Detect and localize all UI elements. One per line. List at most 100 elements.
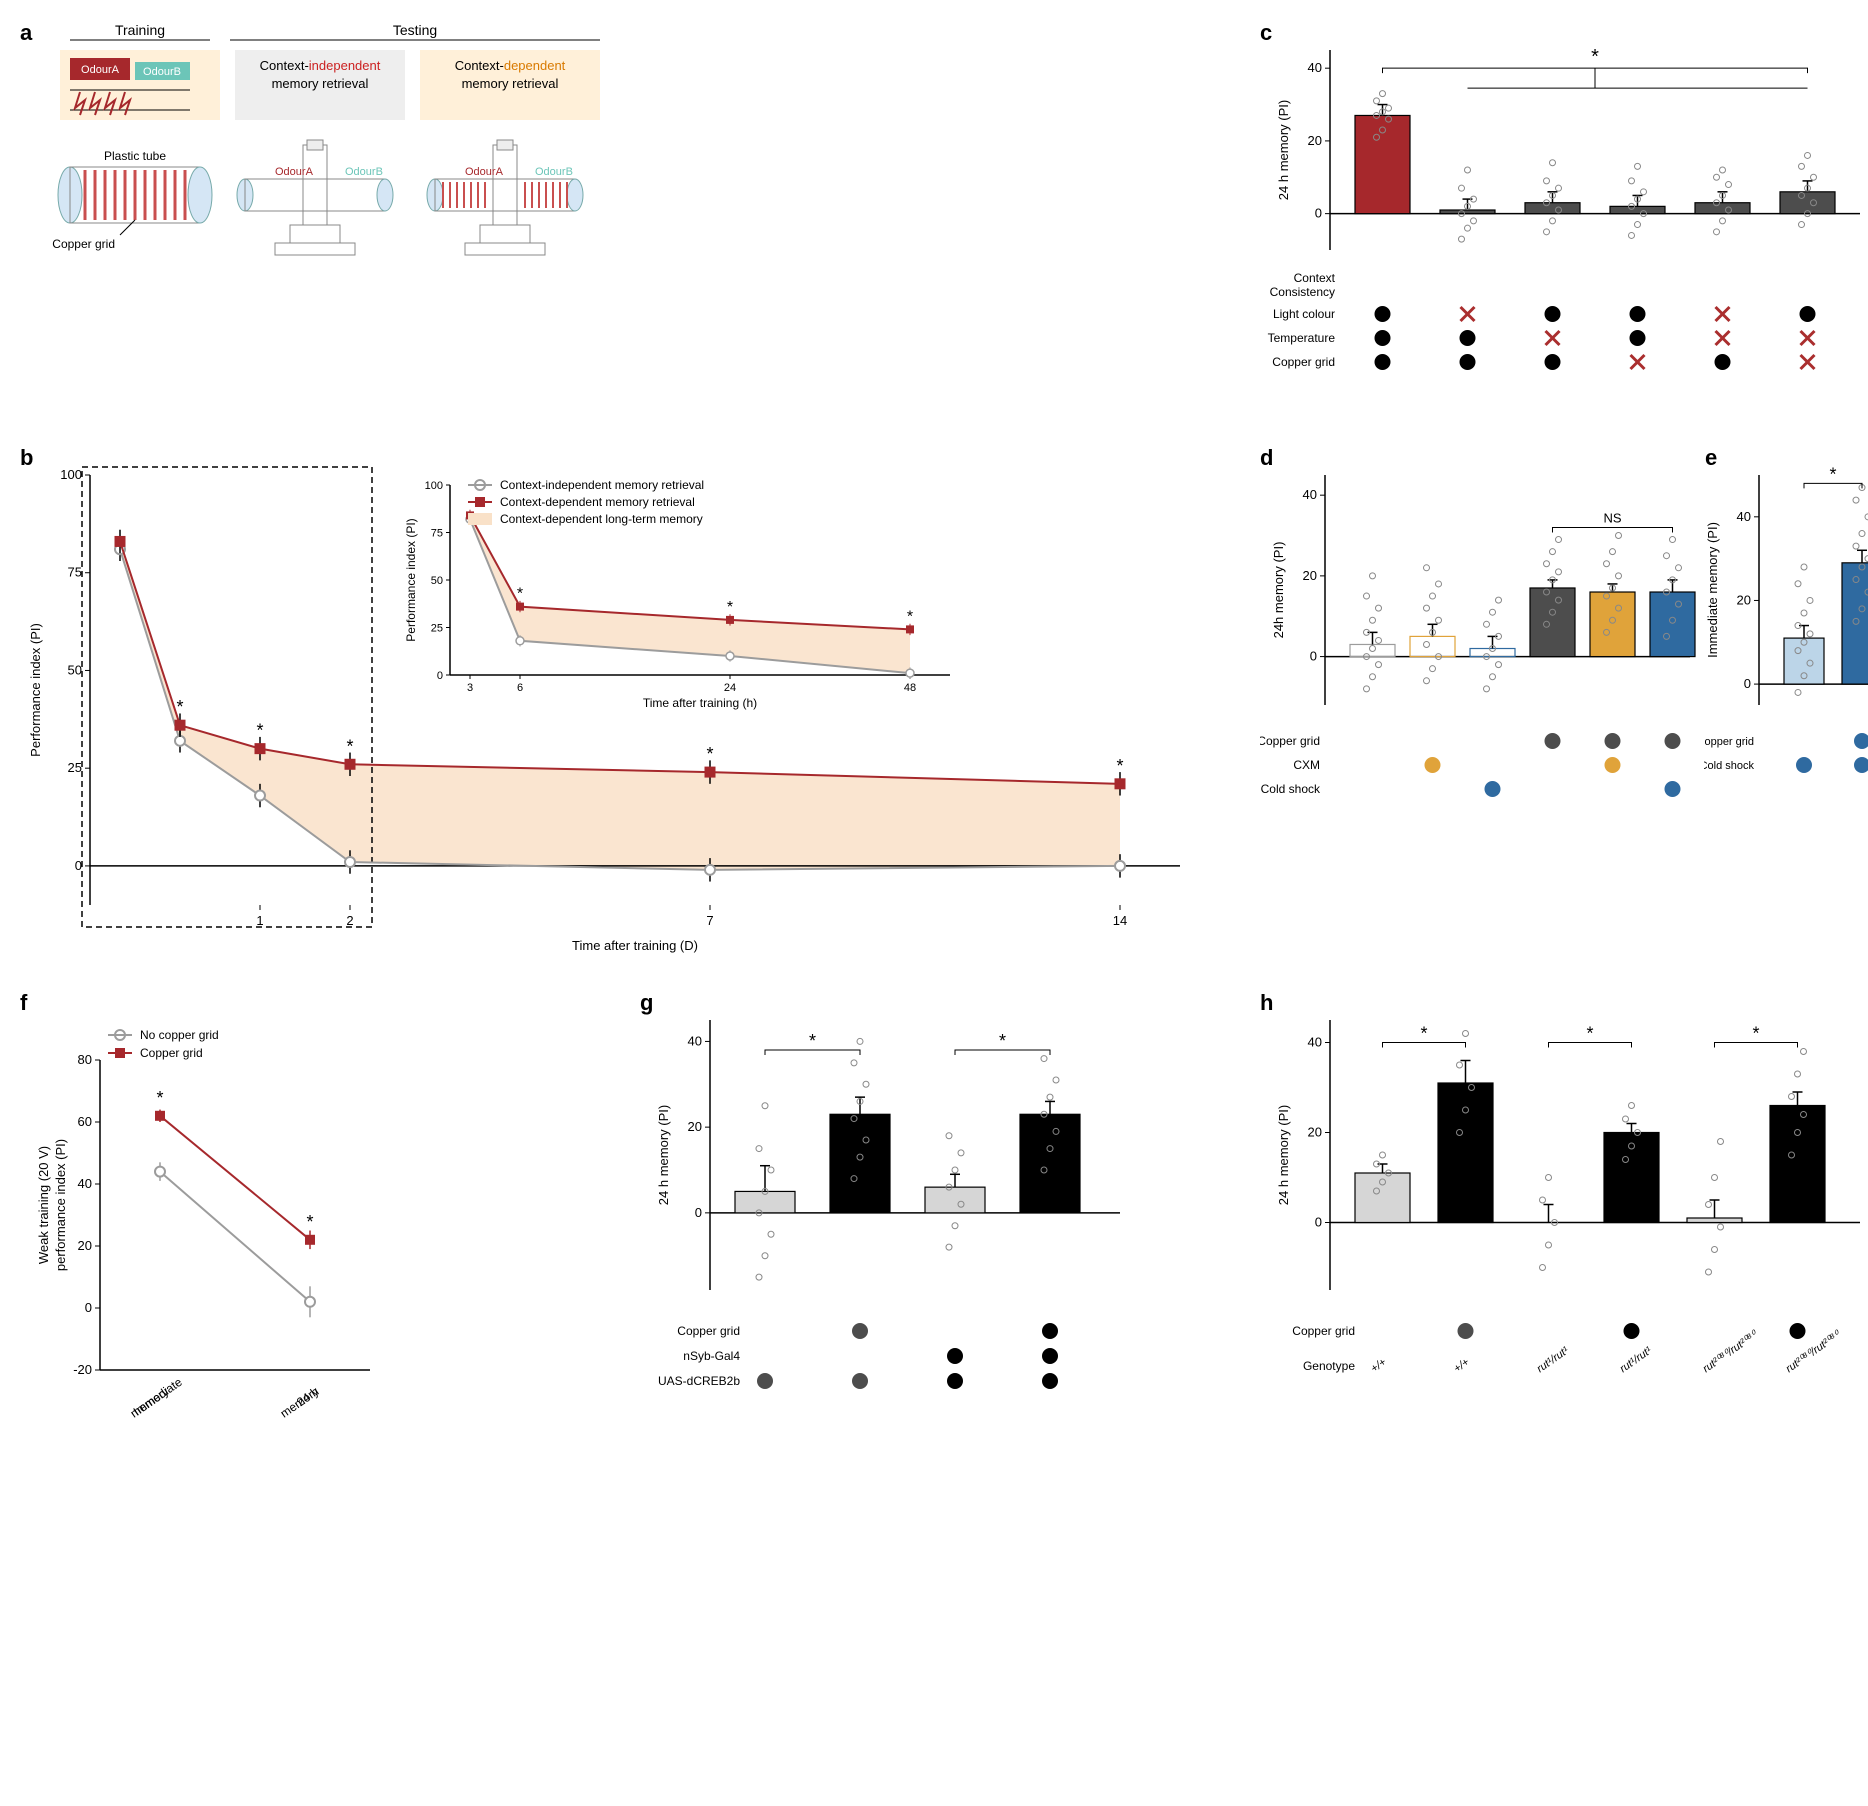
svg-text:25: 25: [68, 760, 82, 775]
svg-text:Genotype: Genotype: [1303, 1359, 1355, 1373]
svg-text:20: 20: [78, 1238, 92, 1253]
svg-text:0: 0: [1744, 676, 1751, 691]
svg-text:*: *: [999, 1031, 1006, 1051]
tmaze2-odourA: OdourA: [465, 166, 504, 178]
svg-text:*: *: [1116, 756, 1123, 776]
panel-h: h 0204024 h memory (PI)***Copper gridGen…: [1260, 990, 1868, 1495]
svg-text:No copper grid: No copper grid: [140, 1028, 219, 1042]
svg-text:Cold shock: Cold shock: [1704, 760, 1754, 772]
svg-text:0: 0: [437, 670, 443, 682]
ctx-indep-line: Context-independent: [260, 58, 381, 73]
plastic-tube-label: Plastic tube: [104, 149, 166, 163]
svg-text:0: 0: [1315, 1215, 1322, 1230]
panel-b-label: b: [20, 445, 33, 471]
svg-text:40: 40: [78, 1176, 92, 1191]
panel-e-label: e: [1705, 445, 1717, 471]
svg-text:Light colour: Light colour: [1273, 307, 1335, 321]
svg-text:performance index (PI): performance index (PI): [53, 1139, 68, 1271]
svg-text:Performance index (PI): Performance index (PI): [28, 623, 43, 757]
panel-c: c 0204024 h memory (PI)*ContextConsisten…: [1260, 20, 1868, 425]
svg-text:14: 14: [1113, 913, 1127, 928]
svg-text:24h memory (PI): 24h memory (PI): [1271, 542, 1286, 639]
svg-text:*: *: [1752, 1024, 1759, 1044]
svg-text:*: *: [1420, 1024, 1427, 1044]
svg-text:25: 25: [431, 623, 443, 635]
svg-text:40: 40: [1308, 60, 1322, 75]
svg-text:24: 24: [724, 682, 736, 694]
svg-text:Temperature: Temperature: [1268, 331, 1336, 345]
svg-text:*: *: [346, 736, 353, 756]
tmaze-independent: OdourA OdourB: [237, 140, 393, 255]
panel-f-svg: -20020406080Weak training (20 V)performa…: [20, 990, 400, 1490]
svg-text:*: *: [256, 721, 263, 741]
panel-a-label: a: [20, 20, 32, 46]
svg-text:*: *: [156, 1088, 163, 1108]
svg-text:100: 100: [425, 480, 443, 492]
svg-text:*: *: [517, 586, 523, 603]
tmaze-dependent: OdourA OdourB: [427, 140, 583, 255]
svg-text:nSyb-Gal4: nSyb-Gal4: [683, 1349, 740, 1363]
svg-text:+/+: +/+: [1369, 1356, 1389, 1375]
ctx-indep-line2: memory retrieval: [272, 76, 369, 91]
panel-g-label: g: [640, 990, 653, 1016]
svg-text:0: 0: [85, 1300, 92, 1315]
panel-g-svg: 0204024 h memory (PI)**Copper gridnSyb-G…: [640, 990, 1180, 1490]
panel-d-label: d: [1260, 445, 1273, 471]
svg-text:0: 0: [695, 1205, 702, 1220]
svg-text:0: 0: [1310, 649, 1317, 664]
svg-text:40: 40: [688, 1033, 702, 1048]
svg-text:Copper grid: Copper grid: [140, 1046, 203, 1060]
svg-text:Weak training (20 V): Weak training (20 V): [36, 1146, 51, 1264]
svg-text:100: 100: [60, 467, 82, 482]
panel-e-svg: 02040Immediate memory (PI)*Copper gridCo…: [1704, 445, 1868, 865]
svg-text:memory: memory: [278, 1384, 322, 1420]
odourA-text: OdourA: [81, 64, 120, 76]
svg-text:Copper grid: Copper grid: [1292, 1324, 1355, 1338]
svg-text:memory: memory: [128, 1384, 172, 1420]
svg-text:20: 20: [1303, 568, 1317, 583]
svg-text:Copper grid: Copper grid: [1272, 355, 1335, 369]
svg-text:48: 48: [904, 682, 916, 694]
panel-f: f -20020406080Weak training (20 V)perfor…: [20, 990, 400, 1495]
panel-d: d 0204024h memory (PI)NSCopper gridCXMCo…: [1260, 445, 1868, 970]
panel-g: g 0204024 h memory (PI)**Copper gridnSyb…: [640, 990, 1240, 1495]
svg-text:0: 0: [75, 858, 82, 873]
testing-label: Testing: [393, 22, 437, 38]
copper-grid-label: Copper grid: [52, 237, 115, 251]
svg-text:0: 0: [1315, 206, 1322, 221]
ctx-dep-line2: memory retrieval: [462, 76, 559, 91]
svg-text:24 h memory (PI): 24 h memory (PI): [1276, 100, 1291, 200]
svg-text:*: *: [1591, 46, 1599, 68]
panel-c-svg: 0204024 h memory (PI)*ContextConsistency…: [1260, 20, 1868, 420]
svg-text:1: 1: [256, 913, 263, 928]
training-tube: Plastic tube Copper grid: [52, 149, 212, 251]
odourB-text: OdourB: [143, 66, 181, 78]
svg-text:*: *: [706, 744, 713, 764]
svg-text:6: 6: [517, 682, 523, 694]
svg-text:Copper grid: Copper grid: [677, 1324, 740, 1338]
ctx-dep-line: Context-dependent: [455, 58, 566, 73]
svg-text:Consistency: Consistency: [1270, 285, 1335, 299]
svg-text:+/+: +/+: [1452, 1356, 1472, 1375]
svg-text:40: 40: [1308, 1035, 1322, 1050]
panel-b-svg: 025507510012714Performance index (PI)Tim…: [20, 445, 1220, 965]
svg-text:75: 75: [431, 528, 443, 540]
tmaze-odourA: OdourA: [275, 166, 314, 178]
svg-text:rut²⁰⁸⁰/rut²⁰⁸⁰: rut²⁰⁸⁰/rut²⁰⁸⁰: [1701, 1328, 1761, 1375]
svg-text:80: 80: [78, 1052, 92, 1067]
svg-text:Time after training (h): Time after training (h): [643, 696, 757, 710]
panel-h-label: h: [1260, 990, 1273, 1016]
svg-text:rut¹/rut¹: rut¹/rut¹: [1535, 1344, 1572, 1375]
svg-text:Performance index (PI): Performance index (PI): [404, 518, 418, 641]
svg-text:CXM: CXM: [1293, 758, 1320, 772]
panel-d-svg: 0204024h memory (PI)NSCopper gridCXMCold…: [1260, 445, 1700, 865]
svg-text:40: 40: [1303, 487, 1317, 502]
panel-a-svg: Training Testing OdourA OdourB Context-i…: [20, 20, 620, 300]
svg-text:60: 60: [78, 1114, 92, 1129]
svg-text:3: 3: [467, 682, 473, 694]
tmaze-odourB: OdourB: [345, 166, 383, 178]
panel-b: b 025507510012714Performance index (PI)T…: [20, 445, 1240, 970]
svg-text:*: *: [1830, 464, 1837, 484]
panel-c-label: c: [1260, 20, 1272, 46]
tmaze2-odourB: OdourB: [535, 166, 573, 178]
